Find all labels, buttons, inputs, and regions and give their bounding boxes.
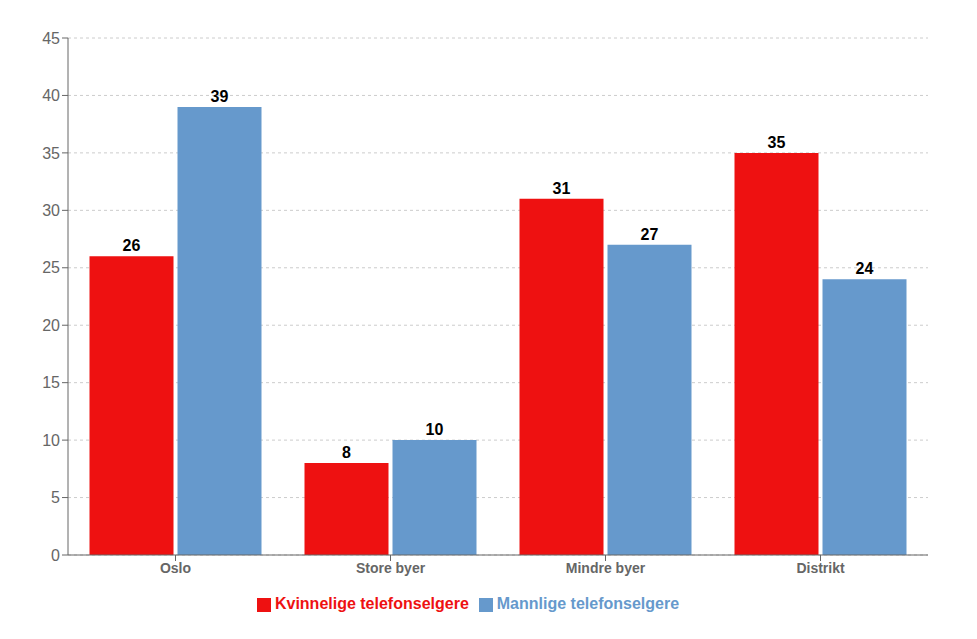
svg-text:31: 31	[553, 180, 571, 197]
svg-text:0: 0	[51, 547, 60, 564]
svg-text:5: 5	[51, 489, 60, 506]
svg-text:40: 40	[42, 87, 60, 104]
svg-text:15: 15	[42, 374, 60, 391]
svg-text:39: 39	[211, 88, 229, 105]
svg-text:10: 10	[426, 421, 444, 438]
svg-text:Store byer: Store byer	[356, 560, 426, 576]
html-text:Kvinnelige telefonselgere: Kvinnelige telefonselgere	[274, 595, 469, 612]
svg-text:25: 25	[42, 259, 60, 276]
svg-text:35: 35	[42, 145, 60, 162]
svg-text:10: 10	[42, 432, 60, 449]
svg-text:45: 45	[42, 30, 60, 47]
svg-text:27: 27	[641, 226, 659, 243]
svg-text:8: 8	[342, 444, 351, 461]
svg-text:26: 26	[123, 237, 141, 254]
svg-text:35: 35	[768, 134, 786, 151]
svg-text:30: 30	[42, 202, 60, 219]
svg-text:24: 24	[856, 260, 874, 277]
svg-text:Distrikt: Distrikt	[796, 560, 845, 576]
svg-text:20: 20	[42, 317, 60, 334]
html-text:Mannlige telefonselgere: Mannlige telefonselgere	[496, 595, 679, 612]
svg-text:Oslo: Oslo	[160, 560, 191, 576]
svg-text:Mindre byer: Mindre byer	[566, 560, 646, 576]
